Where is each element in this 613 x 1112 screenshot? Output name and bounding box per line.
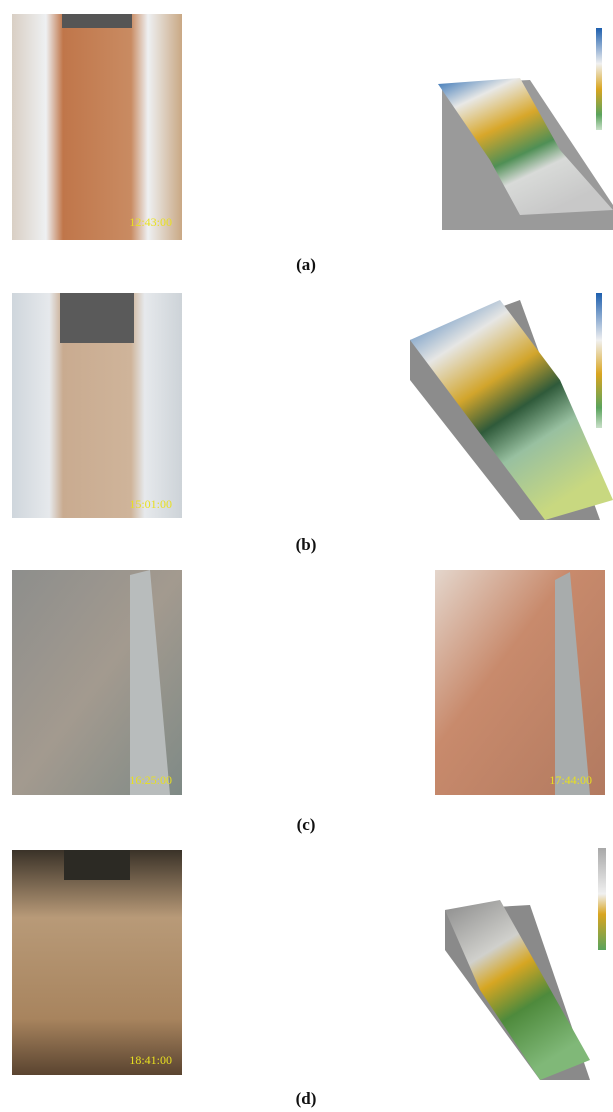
panel-d: 18:41:00 (d) xyxy=(12,848,606,1108)
caption: (c) xyxy=(297,815,316,834)
photo xyxy=(12,850,182,1075)
timestamp: 17:44:00 xyxy=(549,773,592,787)
timestamp: 18:41:00 xyxy=(129,1053,172,1067)
caption: (b) xyxy=(296,535,317,554)
caption: (d) xyxy=(296,1089,317,1108)
figure: 12:43:00 (a) 15:01:00 (b) 16:25:00 17:44… xyxy=(0,0,613,1112)
photo xyxy=(12,14,182,240)
panel-a: 12:43:00 (a) xyxy=(12,14,613,274)
photo-detail xyxy=(64,850,130,880)
caption: (a) xyxy=(296,255,316,274)
panel-b: 15:01:00 (b) xyxy=(12,293,613,554)
timestamp: 16:25:00 xyxy=(129,773,172,787)
colorbar xyxy=(596,293,602,428)
timestamp: 15:01:00 xyxy=(129,497,172,511)
panel-c: 16:25:00 17:44:00 (c) xyxy=(12,570,605,834)
colorbar xyxy=(598,848,606,950)
photo-detail xyxy=(60,293,134,343)
photo-detail xyxy=(62,14,132,28)
colorbar xyxy=(596,28,602,130)
timestamp: 12:43:00 xyxy=(129,215,172,229)
